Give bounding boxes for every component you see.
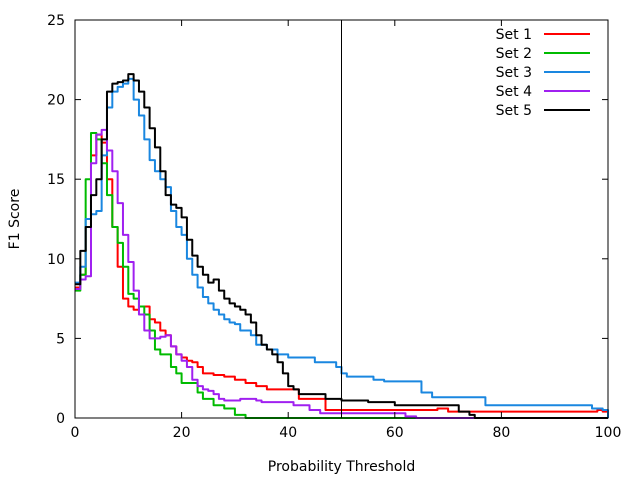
legend: Set 1 Set 2 Set 3 Set 4 Set 5	[496, 27, 590, 119]
plot-frame	[74, 19, 609, 419]
legend-label-3: Set 3	[496, 65, 532, 81]
legend-label-1: Set 1	[496, 27, 532, 43]
x-tick-label: 40	[279, 425, 297, 441]
series-line-4	[75, 128, 608, 419]
ticks-layer	[74, 19, 609, 419]
y-tick-label: 10	[47, 252, 65, 268]
legend-label-2: Set 2	[496, 46, 532, 62]
x-tick-label: 0	[71, 425, 80, 441]
y-tick-label: 5	[56, 331, 65, 347]
y-tick-label: 20	[47, 93, 65, 109]
y-tick-label: 0	[56, 411, 65, 427]
x-tick-label: 60	[386, 425, 404, 441]
x-axis-label: Probability Threshold	[268, 459, 415, 475]
y-tick-label: 25	[47, 13, 65, 29]
x-tick-label: 20	[173, 425, 191, 441]
x-tick-label: 100	[595, 425, 622, 441]
y-axis-label: F1 Score	[7, 189, 23, 250]
x-tick-label: 80	[492, 425, 510, 441]
y-tick-label: 15	[47, 172, 65, 188]
series-line-3	[75, 77, 609, 418]
series-line-5	[75, 73, 608, 419]
legend-label-4: Set 4	[496, 84, 532, 100]
tick-labels-layer: 0 20 40 60 80 100 0 5 10 15 20 25	[47, 13, 621, 441]
legend-label-5: Set 5	[496, 103, 532, 119]
series-layer	[75, 73, 609, 419]
